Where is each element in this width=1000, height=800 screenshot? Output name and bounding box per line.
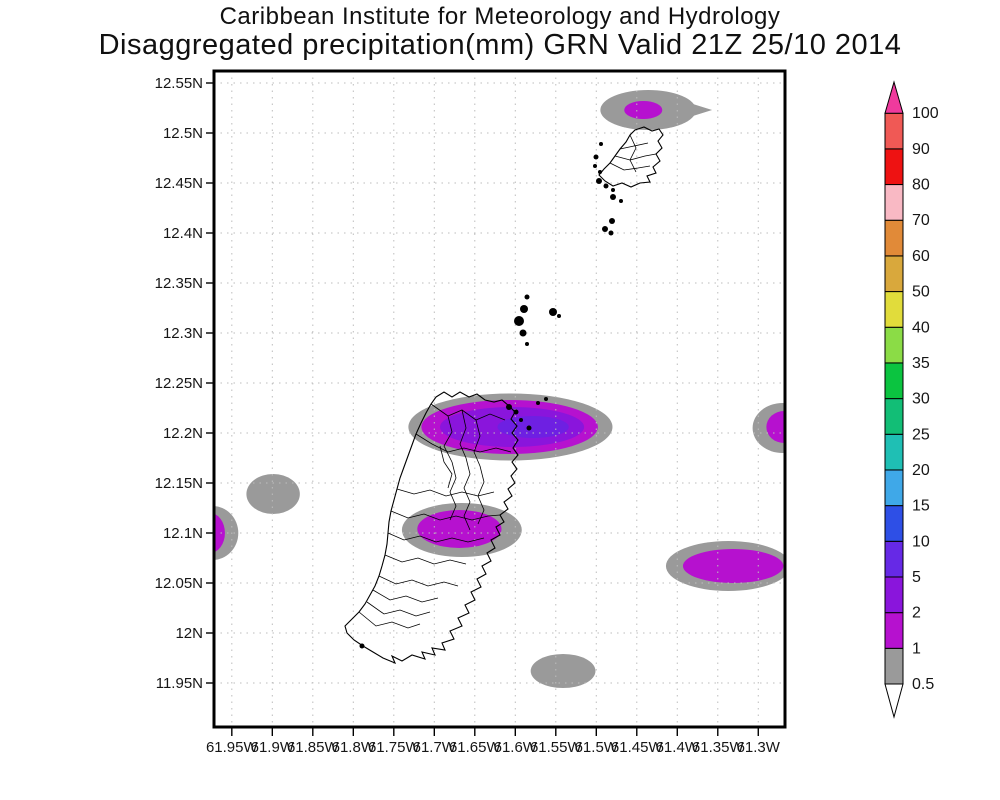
colorbar-segment-80 bbox=[884, 148, 904, 186]
lat-label: 11.95N bbox=[156, 675, 203, 692]
colorbar-label: 100 bbox=[912, 105, 939, 122]
colorbar-segment-20 bbox=[884, 433, 904, 471]
colorbar-segment-25 bbox=[884, 398, 904, 435]
colorbar-label: 1 bbox=[912, 640, 921, 657]
lon-label: 61.35W bbox=[692, 739, 745, 756]
colorbar-label: 10 bbox=[912, 533, 930, 550]
lon-label: 61.3W bbox=[737, 739, 781, 756]
colorbar-label: 50 bbox=[912, 284, 930, 301]
precipitation-shading bbox=[214, 90, 785, 688]
lat-label: 12N bbox=[175, 625, 203, 642]
lat-label: 12.05N bbox=[155, 575, 203, 592]
colorbar-label: 5 bbox=[912, 569, 921, 586]
colorbar-segment-0.5 bbox=[884, 647, 904, 685]
lat-label: 12.4N bbox=[163, 225, 203, 242]
colorbar-label: 15 bbox=[912, 498, 930, 515]
colorbar-label: 80 bbox=[912, 177, 930, 194]
colorbar-label: 25 bbox=[912, 426, 930, 443]
grenada-coastline bbox=[344, 391, 519, 665]
south-cell-band-0.5-1 bbox=[530, 654, 596, 688]
colorbar-over-arrow bbox=[884, 80, 904, 114]
northeast-cell-band-1-2 bbox=[624, 101, 663, 119]
colorbar-segment-35 bbox=[884, 326, 904, 364]
island-outlines bbox=[344, 126, 664, 665]
east-edge-cell-band-1-2 bbox=[766, 411, 785, 443]
colorbar-label: 2 bbox=[912, 605, 921, 622]
lat-label: 12.1N bbox=[163, 525, 203, 542]
colorbar-label: 60 bbox=[912, 248, 930, 265]
lon-label: 61.75W bbox=[368, 739, 421, 756]
colorbar-label: 0.5 bbox=[912, 676, 934, 693]
west-edge-cell-band-1-2 bbox=[214, 513, 225, 553]
colorbar-label: 40 bbox=[912, 319, 930, 336]
southeast-cell-band-1-2 bbox=[682, 549, 784, 583]
lat-label: 12.35N bbox=[155, 275, 203, 292]
lat-label: 12.25N bbox=[155, 375, 203, 392]
colorbar-segment-90 bbox=[884, 112, 904, 150]
figure-title-line2: Disaggregated precipitation(mm) GRN Vali… bbox=[98, 29, 902, 61]
colorbar-label: 35 bbox=[912, 355, 930, 372]
carriacou-coastline bbox=[598, 126, 664, 188]
lon-label: 61.5W bbox=[575, 739, 619, 756]
lat-label: 12.3N bbox=[163, 325, 203, 342]
figure-title-line1: Caribbean Institute for Meteorology and … bbox=[219, 3, 781, 30]
colorbar-segment-2 bbox=[884, 576, 904, 614]
offshore-islets bbox=[359, 142, 623, 649]
lon-label: 61.65W bbox=[449, 739, 502, 756]
colorbar-under-arrow bbox=[884, 683, 904, 719]
colorbar-segment-30 bbox=[884, 362, 904, 400]
grenada-parish-boundaries bbox=[358, 403, 512, 629]
axis-labels: 12.55N 12.5N 12.45N 12.4N 12.35N 12.3N 12.25N 1… bbox=[155, 75, 781, 756]
colorbar-label: 30 bbox=[912, 391, 930, 408]
colorbar-label: 20 bbox=[912, 462, 930, 479]
lat-label: 12.15N bbox=[155, 475, 203, 492]
lon-label: 61.8W bbox=[332, 739, 376, 756]
colorbar-segment-1 bbox=[884, 612, 904, 649]
colorbar-segment-60 bbox=[884, 219, 904, 257]
lat-label: 12.55N bbox=[155, 75, 203, 92]
colorbar-segment-40 bbox=[884, 291, 904, 328]
lon-label: 61.95W bbox=[206, 739, 259, 756]
lon-label: 61.85W bbox=[287, 739, 340, 756]
colorbar-segment-50 bbox=[884, 255, 904, 293]
lon-label: 61.7W bbox=[413, 739, 457, 756]
lon-label: 61.6W bbox=[494, 739, 538, 756]
lat-label: 12.5N bbox=[163, 125, 203, 142]
colorbar-segment-15 bbox=[884, 469, 904, 507]
colorbar-label: 90 bbox=[912, 141, 930, 158]
central-band-band-5-10 bbox=[497, 416, 569, 438]
colorbar-segment-5 bbox=[884, 540, 904, 578]
lon-label: 61.55W bbox=[530, 739, 583, 756]
lon-label: 61.9W bbox=[251, 739, 295, 756]
colorbar-segment-70 bbox=[884, 184, 904, 221]
lat-label: 12.2N bbox=[163, 425, 203, 442]
carriacou-boundaries bbox=[609, 134, 657, 173]
colorbar-label: 70 bbox=[912, 212, 930, 229]
map-frame bbox=[206, 69, 787, 736]
map-border bbox=[212, 69, 787, 729]
figure-title: Caribbean Institute for Meteorology and … bbox=[0, 4, 1000, 61]
lon-label: 61.45W bbox=[611, 739, 664, 756]
lat-label: 12.45N bbox=[155, 175, 203, 192]
colorbar-segment-10 bbox=[884, 505, 904, 542]
west-cell-band-0.5-1 bbox=[246, 474, 300, 514]
lon-label: 61.4W bbox=[656, 739, 700, 756]
